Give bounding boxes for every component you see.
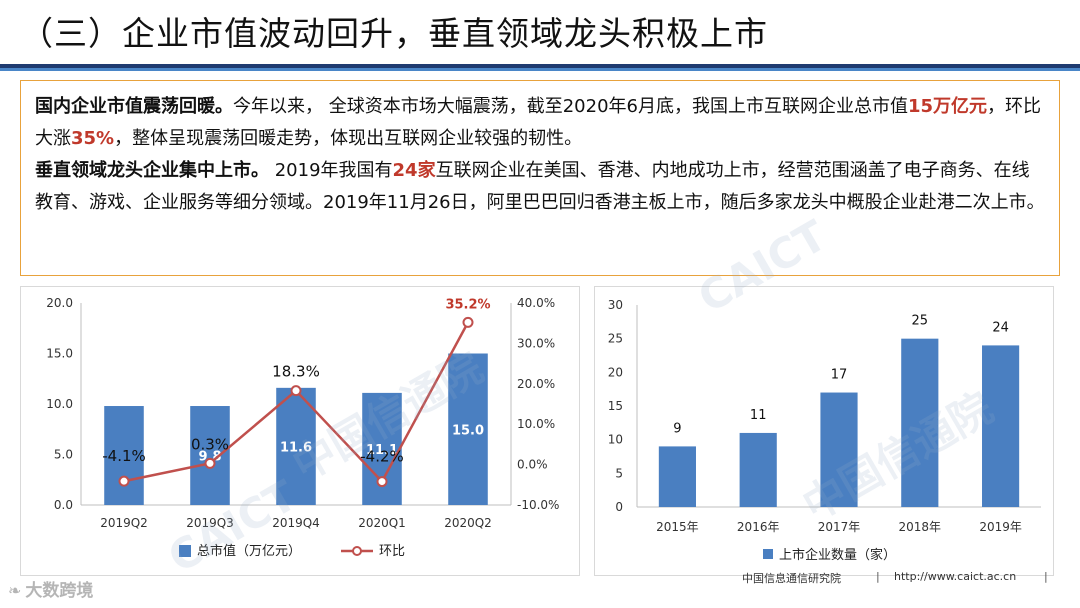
y-tick-label: 0 (615, 500, 623, 514)
y-right-tick-label: -10.0% (517, 498, 559, 512)
x-tick-label: 2019Q4 (272, 516, 320, 530)
title-underline-navy (0, 64, 1080, 68)
x-tick-label: 2015年 (656, 520, 699, 534)
corner-logo-icon: ❧ (8, 581, 22, 600)
market-value-bar-label: 11.6 (280, 440, 312, 455)
x-tick-label: 2016年 (737, 520, 780, 534)
y-tick-label: 20 (608, 365, 623, 379)
listing-count-bar (820, 392, 858, 507)
paragraph1-highlight-growth: 35% (71, 128, 115, 149)
listing-count-label: 11 (750, 408, 767, 423)
market-value-chart-svg: 0.0 5.0 10.0 15.0 20.0 -10.0% 0.0% 10.0% 20.0% 30… (46, 296, 559, 559)
y-left-tick-label: 20.0 (46, 296, 73, 310)
footer-url-link[interactable]: http://www.caict.ac.cn (894, 570, 1017, 583)
paragraph1-text2: ，环比大涨 (35, 96, 1042, 149)
x-tick-label: 2017年 (818, 520, 861, 534)
paragraph1-highlight-value: 15万亿元 (907, 96, 988, 117)
corner-watermark: ❧ 大数跨境 (8, 576, 94, 601)
page-title: （三）企业市值波动回升，垂直领域龙头积极上市 (20, 14, 768, 53)
listing-count-label: 25 (912, 314, 929, 329)
listing-count-bar (982, 345, 1020, 507)
x-tick-label: 2019年 (979, 520, 1022, 534)
listing-count-label: 9 (673, 421, 681, 436)
growth-rate-marker (376, 476, 388, 488)
listing-count-label: 17 (831, 368, 848, 383)
paragraph1-text3: ，整体呈现震荡回暖走势，体现出互联网企业较强的韧性。 (114, 128, 583, 149)
listing-count-label: 24 (992, 320, 1009, 335)
listing-count-bar (658, 446, 696, 507)
title-underline-blue (0, 68, 1080, 71)
y-right-tick-label: 40.0% (517, 296, 555, 310)
paragraph2-text2: 互联网企业在美国、香港、内地成功上市，经营范围涵盖了电子商务、在线教育、游戏、企… (35, 160, 1045, 213)
growth-rate-marker (118, 475, 130, 487)
corner-watermark-text: 大数跨境 (25, 581, 94, 601)
y-left-tick-label: 15.0 (46, 347, 73, 361)
summary-paragraph-market-value: 国内企业市值震荡回暖。今年以来， 全球资本市场大幅震荡，截至2020年6月底，我… (35, 91, 1045, 155)
y-tick-label: 10 (608, 433, 623, 447)
y-left-tick-label: 10.0 (46, 397, 73, 411)
legend-bar-swatch (179, 545, 191, 557)
market-value-bar-label: 9.8 (198, 450, 221, 465)
legend-bar-swatch (763, 549, 773, 559)
market-value-bar (190, 406, 230, 505)
listing-count-bar (739, 432, 777, 507)
growth-rate-marker (290, 385, 302, 397)
legend-line-label: 环比 (379, 544, 405, 559)
y-tick-label: 5 (615, 466, 623, 480)
growth-rate-label: 0.3% (191, 435, 229, 453)
growth-rate-label: 35.2% (445, 297, 490, 312)
paragraph2-highlight-count: 24家 (392, 160, 436, 181)
growth-rate-label: -4.2% (360, 448, 404, 466)
y-right-tick-label: 10.0% (517, 417, 555, 431)
x-tick-label: 2018年 (899, 520, 942, 534)
y-right-tick-label: 0.0% (517, 458, 548, 472)
legend-bar-label: 总市值（万亿元） (197, 543, 301, 559)
paragraph2-text1: 2019年我国有 (269, 160, 393, 181)
x-tick-label: 2019Q2 (100, 516, 148, 530)
y-right-tick-label: 30.0% (517, 336, 555, 350)
market-value-chart: 0.0 5.0 10.0 15.0 20.0 -10.0% 0.0% 10.0% 20.0% 30… (20, 286, 580, 576)
market-value-bar (104, 406, 144, 505)
y-tick-label: 15 (608, 399, 623, 413)
y-left-tick-label: 5.0 (54, 448, 73, 462)
x-tick-label: 2020Q1 (358, 516, 406, 530)
x-tick-label: 2020Q2 (444, 516, 492, 530)
y-tick-label: 30 (608, 298, 623, 312)
y-tick-label: 25 (608, 332, 623, 346)
growth-rate-marker (204, 457, 216, 469)
footer-organization: 中国信息通信研究院 (742, 572, 841, 585)
market-value-bar-label: 15.0 (452, 423, 484, 438)
paragraph2-heading: 垂直领域龙头企业集中上市。 (35, 160, 269, 181)
listing-count-chart: 0 5 10 15 20 25 30 9 2015年 11 2016年 17 2017年 25 2018年 2… (594, 286, 1054, 576)
y-right-tick-label: 20.0% (517, 377, 555, 391)
summary-textbox: 国内企业市值震荡回暖。今年以来， 全球资本市场大幅震荡，截至2020年6月底，我… (20, 80, 1060, 276)
legend-bar-label: 上市企业数量（家） (779, 547, 896, 563)
market-value-bar (276, 387, 316, 505)
paragraph1-text1: 今年以来， 全球资本市场大幅震荡，截至2020年6月底，我国上市互联网企业总市值 (233, 96, 908, 117)
paragraph1-heading: 国内企业市值震荡回暖。 (35, 96, 233, 117)
footer-separator-end: | (1044, 570, 1048, 583)
market-value-bar (448, 353, 488, 505)
growth-rate-marker (462, 316, 474, 328)
growth-rate-label: -4.1% (102, 447, 146, 465)
growth-rate-label: 18.3% (272, 363, 320, 381)
y-left-tick-label: 0.0 (54, 498, 73, 512)
listing-count-chart-svg: 0 5 10 15 20 25 30 9 2015年 11 2016年 17 2017年 25 2018年 2… (608, 298, 1041, 563)
footer-separator: | (876, 570, 880, 583)
title-underline (0, 64, 1080, 71)
market-value-bar-label: 11.1 (366, 443, 398, 458)
legend-line-marker (352, 546, 362, 556)
summary-paragraph-listings: 垂直领域龙头企业集中上市。 2019年我国有24家互联网企业在美国、香港、内地成… (35, 155, 1045, 219)
listing-count-bar (901, 338, 939, 507)
x-tick-label: 2019Q3 (186, 516, 234, 530)
